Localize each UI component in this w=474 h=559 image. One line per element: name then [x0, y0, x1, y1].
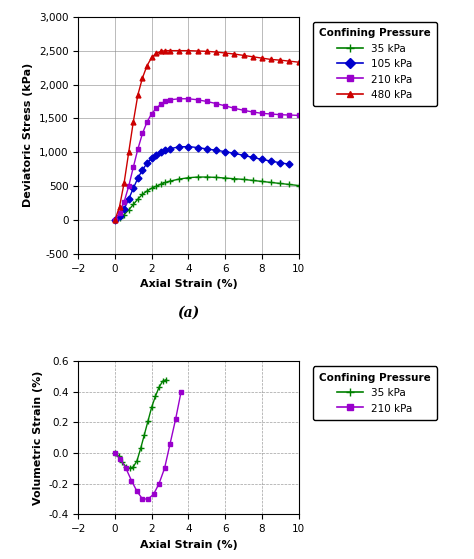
X-axis label: Axial Strain (%): Axial Strain (%) [139, 539, 237, 549]
Y-axis label: Deviatoric Stress (kPa): Deviatoric Stress (kPa) [23, 63, 33, 207]
X-axis label: Axial Strain (%): Axial Strain (%) [139, 280, 237, 289]
Legend: 35 kPa, 210 kPa: 35 kPa, 210 kPa [313, 367, 437, 420]
Text: (a): (a) [177, 306, 200, 320]
Legend: 35 kPa, 105 kPa, 210 kPa, 480 kPa: 35 kPa, 105 kPa, 210 kPa, 480 kPa [313, 22, 437, 106]
Y-axis label: Volumetric Strain (%): Volumetric Strain (%) [33, 371, 43, 505]
